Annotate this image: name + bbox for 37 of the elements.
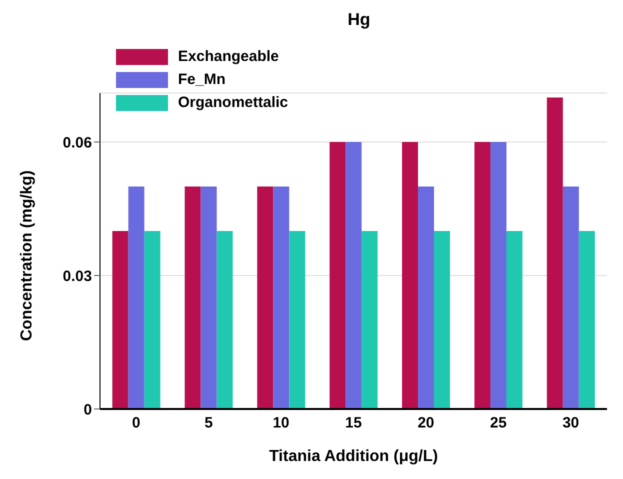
bar xyxy=(474,142,490,409)
legend-label: Exchangeable xyxy=(178,48,279,65)
bar xyxy=(562,186,579,409)
y-tick-label: 0 xyxy=(84,401,92,418)
bar xyxy=(112,230,128,409)
bar xyxy=(506,230,522,409)
bar xyxy=(273,186,290,409)
bar xyxy=(546,97,563,409)
x-tick-label: 20 xyxy=(418,414,434,432)
chart-title: Hg xyxy=(346,10,372,30)
bar xyxy=(346,142,362,409)
y-axis-title: Concentration (mg/kg) xyxy=(18,170,36,341)
y-tick-label: 0.06 xyxy=(62,134,92,152)
x-tick-label: 25 xyxy=(490,414,507,432)
bar xyxy=(200,186,217,409)
bar xyxy=(578,230,595,409)
bar xyxy=(362,230,378,409)
bar xyxy=(490,142,506,409)
bar xyxy=(128,186,144,409)
bar xyxy=(418,186,434,409)
y-tick-label: 0.03 xyxy=(62,268,92,285)
bar xyxy=(434,230,450,409)
bar xyxy=(289,230,306,409)
x-tick-label: 5 xyxy=(204,414,213,432)
bar xyxy=(216,230,233,409)
legend-label: Organomettalic xyxy=(178,94,288,111)
x-tick-label: 15 xyxy=(345,414,362,432)
x-tick-label: 30 xyxy=(562,414,580,432)
x-axis-title: Titania Addition (μg/L) xyxy=(269,448,438,465)
x-tick-label: 0 xyxy=(132,414,140,432)
bar xyxy=(257,186,274,409)
bar xyxy=(402,142,418,409)
legend-label: Fe_Mn xyxy=(178,71,226,88)
x-tick-label: 10 xyxy=(272,414,290,432)
bar xyxy=(144,230,160,409)
bar xyxy=(330,142,346,409)
bar xyxy=(184,186,201,409)
